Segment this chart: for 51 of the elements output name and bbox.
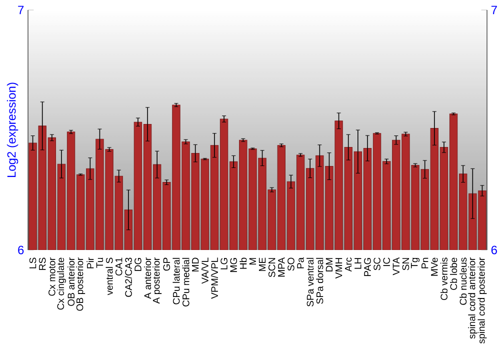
y2-tick-label: 7 <box>491 6 497 14</box>
x-tick-label: CPu lateral <box>172 258 180 304</box>
x-tick-label: Hb <box>240 258 247 269</box>
x-tick-label: Arc <box>344 258 352 272</box>
x-tick-label: IC <box>383 258 390 266</box>
x-tick-label: LH <box>354 258 362 269</box>
x-tick-label: SO <box>288 258 294 271</box>
x-tick-label: LG <box>220 258 228 270</box>
x-tick-label: CPu medial <box>182 258 190 306</box>
x-tick-label: MPA <box>278 257 285 277</box>
x-tick-label: Cb nucleus <box>460 258 467 305</box>
x-tick-label: VMH <box>335 258 342 279</box>
x-tick-label: VA/VL <box>201 258 208 284</box>
x-tick-label: ventral S <box>106 258 113 296</box>
x-tick-label: VPM/VPL <box>210 258 218 299</box>
x-tick-label: Tg <box>410 258 420 268</box>
x-tick-label: OB posterior <box>76 257 86 311</box>
x-tick-label: GP <box>163 258 170 271</box>
x-tick-label: OB anterior <box>68 257 75 306</box>
x-tick-label: DG <box>134 258 142 271</box>
x-tick-label: Tu <box>96 258 104 268</box>
x-tick-label: spinal cord posterior <box>478 257 487 344</box>
x-tick-label: SN <box>402 258 410 270</box>
x-tick-label: ME <box>258 258 266 271</box>
x-tick-label: A posterior <box>152 257 162 304</box>
x-tick-label: MD <box>192 258 199 272</box>
y2-tick-label: 6 <box>491 246 497 254</box>
x-tick-label: spinal cord anterior <box>468 257 478 339</box>
x-tick-label: CA1 <box>115 258 122 276</box>
x-tick-label: MG <box>230 258 237 272</box>
x-tick-label: PAG <box>364 258 371 276</box>
x-tick-label: Cb lobe <box>450 258 458 290</box>
x-tick-label: SPa ventral <box>306 258 314 306</box>
x-tick-label: RS <box>38 258 46 270</box>
x-tick-label: VTA <box>392 257 400 276</box>
x-tick-label: SCN <box>268 258 276 278</box>
x-tick-label: SC <box>374 258 380 270</box>
x-tick-label: A anterior <box>144 257 152 299</box>
x-tick-label: Pir <box>86 257 94 268</box>
x-tick-label: CA2/CA3 <box>124 258 132 297</box>
x-tick-label: DM <box>326 258 333 272</box>
x-tick-label: Cb vermis <box>440 258 448 300</box>
x-tick-label: Cx motor <box>48 257 56 296</box>
x-tick-label: MVe <box>431 258 438 276</box>
x-tick-label: SPa dorsal <box>316 258 324 304</box>
x-tick-label: Pa <box>297 257 304 268</box>
y-axis-title: Log2 (expression) <box>6 82 18 178</box>
x-tick-label: Cx cingulate <box>56 258 66 310</box>
x-tick-label: Pn <box>422 258 428 268</box>
x-tick-label: M <box>249 258 256 264</box>
x-tick-label: LS <box>29 258 36 268</box>
